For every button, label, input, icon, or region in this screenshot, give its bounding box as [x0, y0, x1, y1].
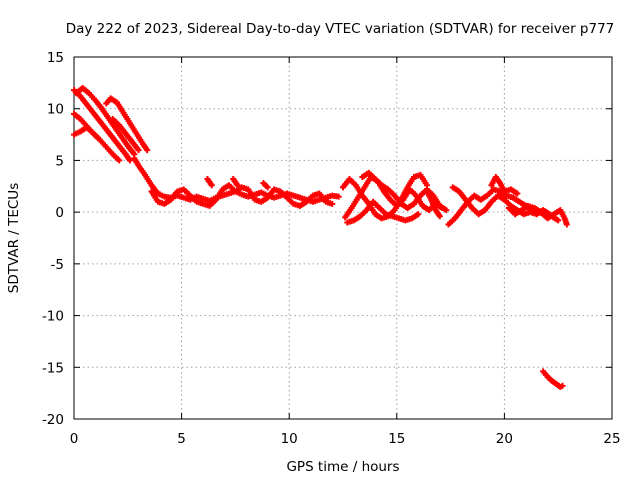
y-tick-label: 5 [55, 153, 64, 169]
x-tick-label: 20 [496, 431, 513, 447]
chart-title: Day 222 of 2023, Sidereal Day-to-day VTE… [66, 21, 615, 37]
y-tick-label: 15 [47, 50, 64, 66]
data-point [208, 182, 215, 189]
data-point [436, 213, 443, 220]
x-tick-label: 0 [70, 431, 79, 447]
data-point [514, 190, 521, 197]
data-point [555, 217, 562, 224]
plot-frame [73, 56, 613, 420]
data-point [135, 147, 142, 154]
y-tick-label: -15 [42, 360, 64, 376]
grid-lines [74, 57, 612, 419]
y-tick-label: 10 [47, 102, 64, 118]
data-point [144, 147, 151, 154]
x-axis-label: GPS time / hours [286, 459, 399, 475]
x-tick-label: 15 [388, 431, 405, 447]
y-tick-label: 0 [55, 205, 64, 221]
y-tick-label: -5 [51, 257, 64, 273]
data-point [563, 221, 570, 228]
data-point [335, 193, 342, 200]
data-point [234, 182, 241, 189]
data-point [443, 207, 450, 214]
x-tick-label: 10 [281, 431, 298, 447]
data-point [116, 157, 123, 164]
data-points [71, 85, 570, 390]
data-point [329, 200, 336, 207]
data-point [559, 382, 566, 389]
data-point [415, 211, 422, 218]
x-tick-label: 25 [603, 431, 620, 447]
x-tick-label: 5 [177, 431, 186, 447]
axis-ticks: 0 5 10 15 20 25 -20 -15 -10 -5 0 5 10 15 [42, 50, 621, 447]
data-point [126, 157, 133, 164]
y-axis-label: SDTVAR / TECUs [6, 183, 22, 293]
data-point [94, 134, 101, 141]
y-tick-label: -10 [42, 309, 64, 325]
y-tick-label: -20 [42, 412, 64, 428]
data-point [264, 184, 271, 191]
